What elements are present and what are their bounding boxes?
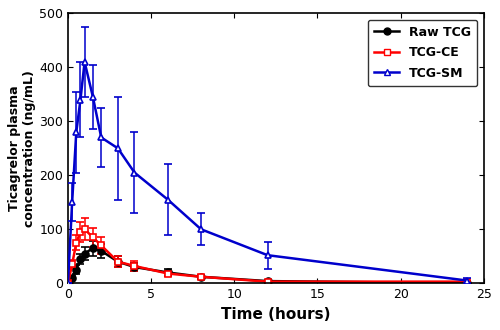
Y-axis label: Ticagrelor plasma
concentration (ng/mL): Ticagrelor plasma concentration (ng/mL) (8, 70, 36, 227)
X-axis label: Time (hours): Time (hours) (221, 307, 330, 322)
Legend: Raw TCG, TCG-CE, TCG-SM: Raw TCG, TCG-CE, TCG-SM (368, 19, 478, 86)
